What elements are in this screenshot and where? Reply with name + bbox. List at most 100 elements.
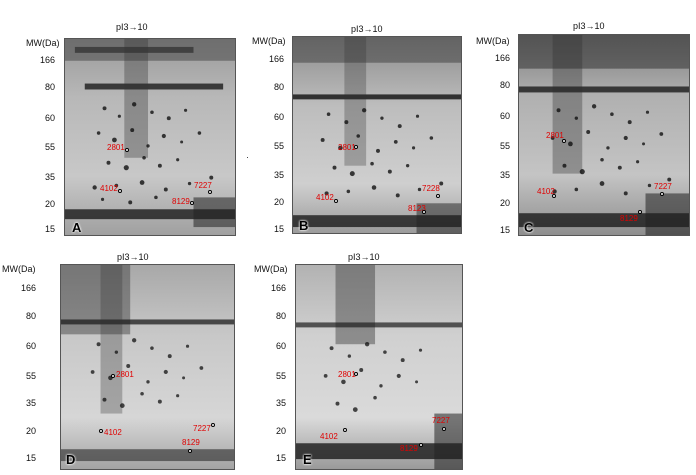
mw-label-35: 35 [273,170,284,180]
mw-label-20: 20 [44,199,55,209]
mw-label-20: 20 [25,426,36,436]
panel-letter: B [299,218,309,233]
mw-label-15: 15 [275,453,286,463]
mw-axis-title: MW(Da) [254,264,288,274]
mw-label-55: 55 [273,141,284,151]
mw-label-80: 80 [499,80,510,90]
mw-label-35: 35 [44,172,55,182]
mw-label-20: 20 [275,426,286,436]
spot-label: 8129 [620,214,638,223]
pi-range-header: pI3→10 [348,252,380,262]
mw-label-55: 55 [275,371,286,381]
mw-label-35: 35 [275,398,286,408]
mw-label-166: 166 [20,283,36,293]
pi-range-header: pI3→10 [351,24,383,34]
gel-image [292,36,462,234]
panel-letter: D [66,452,76,467]
pi-range-header: pI3→10 [117,252,149,262]
mw-label-55: 55 [44,142,55,152]
panel-letter: C [524,220,534,235]
mw-label-60: 60 [273,112,284,122]
mw-label-15: 15 [499,225,510,235]
panel-letter: A [72,220,82,235]
pi-range-header: pI3→10 [116,22,148,32]
mw-label-20: 20 [499,198,510,208]
spot-marker [354,145,358,149]
mw-label-60: 60 [275,341,286,351]
mw-label-80: 80 [44,82,55,92]
spot-label: 8129 [182,438,200,447]
mw-label-60: 60 [499,111,510,121]
spot-label: 4102 [100,184,118,193]
gel-texture [293,37,461,233]
gel-image [295,264,463,470]
mw-label-60: 60 [44,113,55,123]
mw-label-15: 15 [273,224,284,234]
spot-label: 2801 [338,370,356,379]
spot-marker [125,148,129,152]
spot-marker [660,192,664,196]
spot-label: 4102 [104,428,122,437]
spot-marker [118,189,122,193]
spot-label: 7227 [432,416,450,425]
mw-label-55: 55 [25,371,36,381]
spot-marker [99,429,103,433]
gel-image [64,38,236,236]
mw-label-166: 166 [39,55,55,65]
stray-mark [247,157,248,158]
spot-label: 7227 [654,182,672,191]
spot-label: 4102 [316,193,334,202]
mw-label-166: 166 [494,53,510,63]
spot-marker [436,194,440,198]
gel-texture [61,265,234,469]
gel-texture [296,265,462,469]
spot-label: 2801 [107,143,125,152]
mw-label-60: 60 [25,341,36,351]
spot-marker [419,443,423,447]
gel-image [518,34,690,236]
mw-label-35: 35 [499,170,510,180]
mw-axis-title: MW(Da) [252,36,286,46]
spot-marker [208,190,212,194]
spot-label: 7228 [422,184,440,193]
mw-label-166: 166 [268,54,284,64]
spot-marker [343,428,347,432]
mw-label-15: 15 [44,224,55,234]
spot-label: 2801 [546,131,564,140]
spot-marker [354,372,358,376]
spot-label: 8129 [400,444,418,453]
mw-label-80: 80 [25,311,36,321]
mw-label-15: 15 [25,453,36,463]
spot-marker [562,139,566,143]
gel-texture [519,35,689,235]
spot-label: 8129 [172,197,190,206]
gel-image [60,264,235,470]
mw-label-20: 20 [273,197,284,207]
spot-marker [211,423,215,427]
spot-label: 7227 [194,181,212,190]
spot-marker [638,210,642,214]
pi-range-header: pI3→10 [573,21,605,31]
spot-marker [442,427,446,431]
mw-axis-title: MW(Da) [26,38,60,48]
spot-label: 2801 [338,143,356,152]
panel-letter: E [303,452,312,467]
spot-marker [190,201,194,205]
spot-marker [552,194,556,198]
gel-texture [65,39,235,235]
mw-label-80: 80 [275,311,286,321]
mw-label-35: 35 [25,398,36,408]
spot-label: 8123 [408,204,426,213]
spot-marker [334,199,338,203]
spot-marker [111,374,115,378]
mw-axis-title: MW(Da) [476,36,510,46]
spot-label: 4102 [537,187,555,196]
spot-label: 7227 [193,424,211,433]
mw-label-80: 80 [273,82,284,92]
mw-label-166: 166 [270,283,286,293]
spot-label: 2801 [116,370,134,379]
mw-label-55: 55 [499,141,510,151]
mw-axis-title: MW(Da) [2,264,36,274]
spot-marker [188,449,192,453]
spot-label: 4102 [320,432,338,441]
